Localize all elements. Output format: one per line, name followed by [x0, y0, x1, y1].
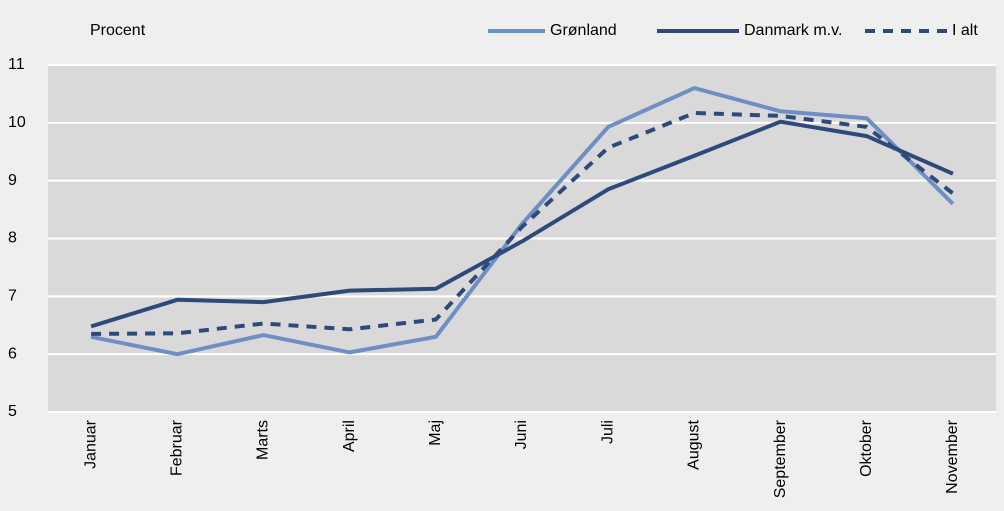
x-tick-label: August	[686, 419, 703, 469]
y-axis-label: Procent	[90, 22, 146, 39]
legend-label: I alt	[952, 22, 978, 39]
y-tick-label: 6	[8, 345, 17, 362]
x-tick-label: Juni	[513, 420, 530, 449]
legend-label: Grønland	[550, 22, 617, 39]
y-tick-label: 9	[8, 172, 17, 189]
x-tick-label: September	[772, 419, 789, 498]
x-tick-label: April	[341, 420, 358, 452]
y-tick-label: 8	[8, 230, 17, 247]
y-tick-label: 7	[8, 288, 17, 305]
y-tick-label: 10	[8, 114, 26, 131]
x-tick-label: Januar	[82, 419, 99, 469]
x-tick-label: Juli	[599, 420, 616, 444]
x-tick-label: November	[944, 419, 961, 493]
x-tick-label: Marts	[255, 420, 272, 460]
series-line	[90, 119, 954, 329]
series-line	[90, 86, 955, 357]
x-tick-label: Oktober	[858, 419, 875, 477]
y-tick-label: 5	[8, 403, 17, 420]
x-tick-label: Februar	[168, 419, 185, 476]
x-tick-label: Maj	[427, 420, 444, 446]
y-tick-label: 11	[8, 56, 25, 73]
series-line	[91, 111, 955, 336]
legend-label: Danmark m.v.	[744, 22, 842, 39]
